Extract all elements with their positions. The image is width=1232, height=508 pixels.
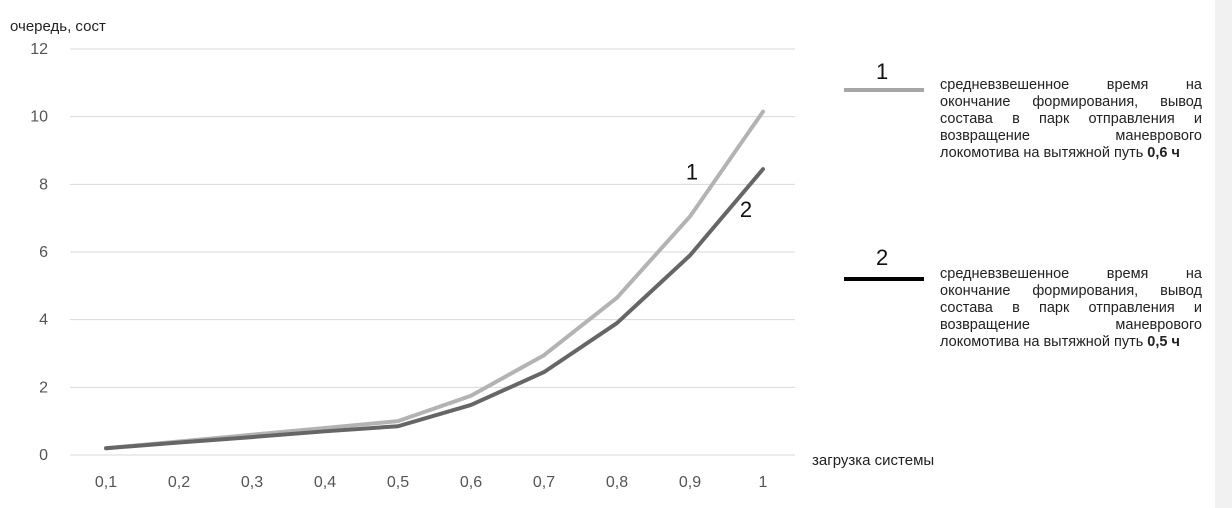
x-tick-label: 0,6 [460, 474, 482, 491]
vertical-scrollbar[interactable] [1215, 0, 1232, 508]
legend-item-2: средневзвешенное время на окончание форм… [940, 266, 1202, 351]
series-line-2 [104, 167, 765, 451]
legend-marker-2: 2 [876, 245, 888, 270]
legend-item-1: средневзвешенное время на окончание форм… [940, 77, 1202, 162]
x-tick-label: 0,4 [314, 474, 336, 491]
x-tick-label: 0,1 [95, 474, 117, 491]
x-tick-label: 0,5 [387, 474, 409, 491]
y-axis-ticks: 0 2 4 6 8 10 12 [30, 41, 48, 464]
x-tick-label: 0,9 [679, 474, 701, 491]
y-tick-label: 6 [39, 244, 48, 261]
x-tick-label: 0,8 [606, 474, 628, 491]
x-tick-label: 0,2 [168, 474, 190, 491]
series-tag-2: 2 [740, 197, 752, 222]
y-tick-label: 12 [30, 41, 48, 58]
y-axis-title: очередь, сост [10, 18, 106, 35]
series-tag-1: 1 [686, 159, 698, 184]
x-tick-label: 0,3 [241, 474, 263, 491]
legend-marker-1: 1 [876, 59, 888, 84]
y-tick-label: 2 [39, 379, 48, 396]
y-tick-label: 4 [39, 312, 48, 329]
y-tick-label: 10 [30, 109, 48, 126]
y-tick-label: 8 [39, 176, 48, 193]
gridlines [70, 48, 795, 456]
x-axis-title: загрузка системы [812, 452, 934, 469]
legend-bold-2: 0,5 ч [1147, 334, 1180, 350]
series-tags: 12 [686, 159, 752, 222]
legend-bold-1: 0,6 ч [1147, 145, 1180, 161]
x-tick-label: 1 [759, 474, 768, 491]
legend-text-1: средневзвешенное время на окончание форм… [940, 77, 1202, 161]
legend-text-2: средневзвешенное время на окончание форм… [940, 266, 1202, 350]
x-tick-label: 0,7 [533, 474, 555, 491]
y-tick-label: 0 [39, 447, 48, 464]
series-lines [104, 109, 765, 451]
x-axis-ticks: 0,1 0,2 0,3 0,4 0,5 0,6 0,7 0,8 0,9 1 [95, 474, 768, 491]
